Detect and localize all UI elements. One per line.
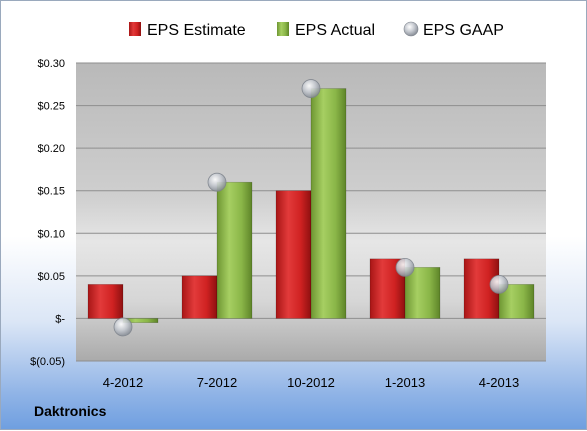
eps-estimate-bar [87,284,124,319]
y-tick-label: $0.15 [37,186,65,198]
company-name: Daktronics [34,403,107,419]
legend-eps-gaap-label: EPS GAAP [423,22,504,39]
y-axis: $(0.05) $- $0.05 $0.10 $0.15 $0.20 $0.25 $0.30 [30,58,65,368]
x-tick-label: 10-2012 [287,375,335,390]
y-tick-label: $0.30 [37,58,65,70]
x-tick-label: 7-2012 [197,375,237,390]
eps-estimate-bar [275,190,312,319]
legend-eps-actual-swatch [277,22,289,36]
y-tick-label: $0.20 [37,143,65,155]
eps-gaap-marker [113,317,133,337]
y-tick-label: $0.05 [37,271,65,283]
legend-eps-estimate-swatch [129,22,141,36]
x-tick-label: 4-2012 [103,375,143,390]
eps-gaap-marker [207,172,227,192]
eps-gaap-marker [489,274,509,294]
legend-eps-estimate-label: EPS Estimate [147,22,246,39]
bars [87,88,535,323]
eps-gaap-marker [395,257,415,277]
y-tick-label: $- [55,313,65,325]
eps-actual-bar [404,267,441,319]
eps-estimate-bar [181,275,218,319]
eps-actual-bar [216,181,253,319]
legend: EPS Estimate EPS Actual EPS GAAP [129,21,504,39]
x-tick-label: 4-2013 [479,375,519,390]
y-tick-label: $0.25 [37,101,65,113]
x-tick-label: 1-2013 [385,375,425,390]
x-axis: 4-2012 7-2012 10-2012 1-2013 4-2013 [103,375,519,390]
y-tick-label: $(0.05) [30,356,65,368]
eps-actual-bar [310,88,347,319]
eps-gaap-marker [301,79,321,98]
gaap-markers [113,79,509,337]
legend-eps-actual-label: EPS Actual [295,22,375,39]
y-tick-label: $0.10 [37,228,65,240]
legend-eps-gaap-swatch [403,21,419,37]
